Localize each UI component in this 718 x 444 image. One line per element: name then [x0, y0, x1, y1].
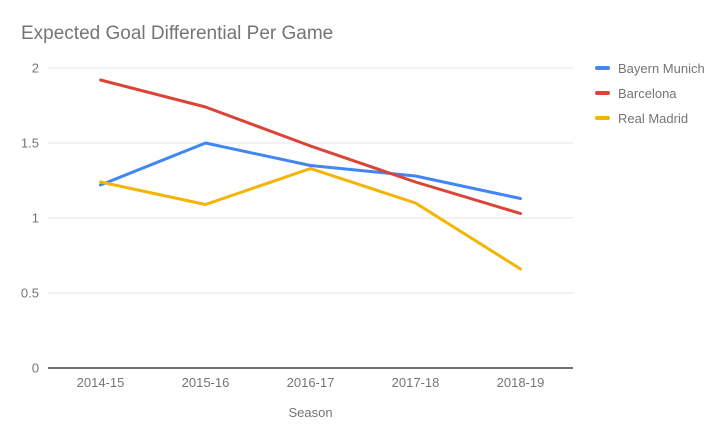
x-tick-label: 2015-16: [182, 375, 230, 390]
legend-item: Barcelona: [595, 85, 705, 101]
y-tick-label: 0: [32, 361, 39, 376]
legend-label: Bayern Munich: [618, 60, 705, 76]
series-line-barcelona: [99, 78, 522, 215]
chart-title: Expected Goal Differential Per Game: [21, 23, 334, 44]
legend-swatch: [595, 91, 610, 95]
legend-label: Barcelona: [618, 85, 677, 101]
x-tick-label: 2016-17: [287, 375, 335, 390]
legend-label: Real Madrid: [618, 110, 689, 126]
y-tick-label: 1: [32, 211, 39, 226]
y-tick-label: 2: [32, 61, 39, 76]
series-line-bayern-munich: [99, 141, 522, 200]
x-tick-label: 2014-15: [77, 375, 125, 390]
y-tick-label: 1.5: [21, 136, 39, 151]
legend-swatch: [595, 66, 610, 70]
y-tick-label: 0.5: [21, 286, 39, 301]
x-tick-label: 2017-18: [392, 375, 440, 390]
legend: Bayern Munich Barcelona Real Madrid: [595, 61, 705, 136]
legend-item: Real Madrid: [595, 110, 705, 126]
x-axis-title: Season: [288, 405, 333, 420]
legend-item: Bayern Munich: [595, 60, 705, 76]
legend-swatch: [595, 116, 610, 120]
x-tick-label: 2018-19: [497, 375, 545, 390]
series-line-real-madrid: [99, 167, 522, 271]
